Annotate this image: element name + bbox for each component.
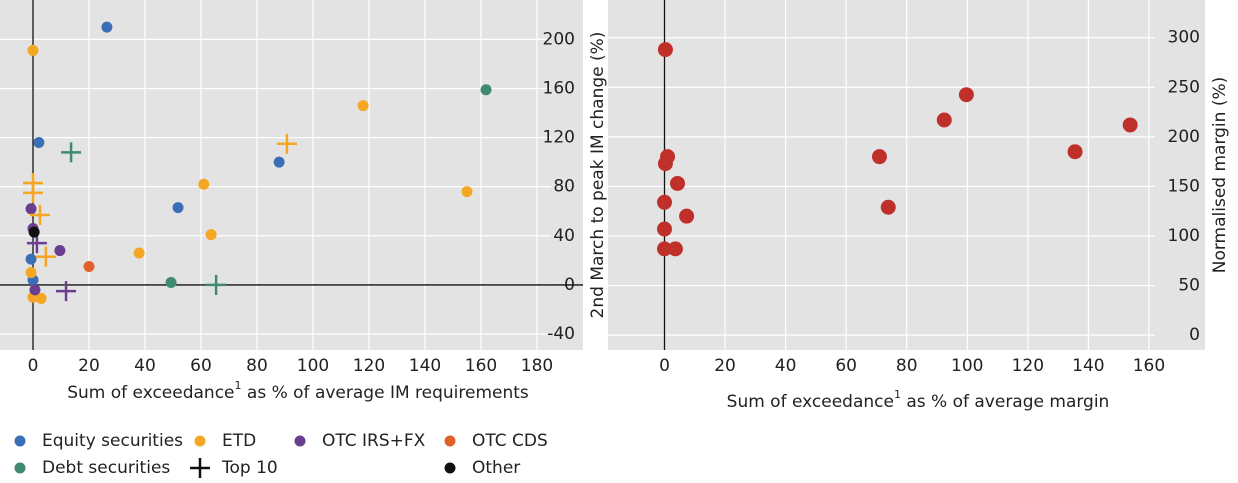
dot-marker xyxy=(28,226,40,238)
dot-marker xyxy=(165,276,177,288)
legend-marker xyxy=(190,458,210,478)
x-axis-title-part: 1 xyxy=(235,379,242,392)
y-tick-label: -40 xyxy=(547,324,575,344)
x-axis-title: Sum of exceedance1 as % of average margi… xyxy=(727,388,1110,412)
dot-marker xyxy=(25,267,37,279)
x-tick-label: 120 xyxy=(353,356,385,376)
y-tick-label: 150 xyxy=(1168,176,1200,196)
dot-marker xyxy=(83,261,95,273)
legend-marker xyxy=(194,435,206,447)
x-tick-label: 160 xyxy=(1133,356,1165,376)
x-tick-label: 0 xyxy=(28,356,39,376)
dot-marker xyxy=(27,44,39,56)
x-tick-label: 40 xyxy=(775,356,797,376)
legend-label: OTC IRS+FX xyxy=(322,431,426,451)
x-axis-title: Sum of exceedance1 as % of average IM re… xyxy=(67,379,529,403)
legend-marker xyxy=(444,435,456,447)
x-tick-label: 60 xyxy=(835,356,857,376)
y-axis-title: 2nd March to peak IM change (%) xyxy=(588,32,608,319)
dot-marker xyxy=(25,203,37,215)
dot-marker xyxy=(198,178,210,190)
y-tick-label: 200 xyxy=(543,29,575,49)
dot-marker xyxy=(461,186,473,198)
y-tick-label: 200 xyxy=(1168,127,1200,147)
x-tick-label: 140 xyxy=(1072,356,1104,376)
x-axis-title-part: as % of average margin xyxy=(901,392,1109,412)
x-tick-label: 100 xyxy=(297,356,329,376)
legend-label: Debt securities xyxy=(42,458,170,478)
x-axis-title-part: Sum of exceedance xyxy=(727,392,894,412)
dot-marker xyxy=(880,199,896,215)
plus-marker xyxy=(56,281,77,302)
dot-marker xyxy=(273,156,285,168)
dot-marker xyxy=(657,241,672,257)
legend-marker xyxy=(294,435,306,447)
legend-label: Other xyxy=(472,458,520,478)
y-tick-label: 100 xyxy=(1168,226,1200,246)
dot-marker xyxy=(25,253,37,265)
dot-marker xyxy=(679,208,695,224)
legend-label: Top 10 xyxy=(221,458,278,478)
x-tick-label: 60 xyxy=(190,356,212,376)
x-tick-label: 100 xyxy=(951,356,983,376)
dot-marker xyxy=(480,84,492,96)
x-tick-label: 180 xyxy=(521,356,553,376)
y-tick-label: 250 xyxy=(1168,77,1200,97)
dot-marker xyxy=(172,202,184,214)
dot-marker xyxy=(667,241,683,257)
legend-label: Equity securities xyxy=(42,431,183,451)
legend-marker xyxy=(444,462,456,474)
y-tick-label: 300 xyxy=(1168,28,1200,48)
dot-marker xyxy=(958,87,974,103)
dot-marker xyxy=(54,245,66,257)
legend-label: ETD xyxy=(222,431,256,451)
y-tick-label: 40 xyxy=(553,226,575,246)
plus-marker xyxy=(206,274,227,295)
dot-marker xyxy=(1122,117,1138,133)
x-axis-title-part: Sum of exceedance xyxy=(67,383,234,403)
x-tick-label: 20 xyxy=(714,356,736,376)
dot-marker xyxy=(657,221,672,237)
y-tick-label: 0 xyxy=(1189,325,1200,345)
x-axis-title-part: 1 xyxy=(894,388,901,401)
dot-marker xyxy=(657,42,673,58)
x-axis-title-part: as % of average IM requirements xyxy=(242,383,529,403)
dot-marker xyxy=(33,137,45,149)
y-tick-label: 50 xyxy=(1178,276,1200,296)
y-tick-label: 80 xyxy=(553,177,575,197)
dot-marker xyxy=(871,149,887,165)
dot-marker xyxy=(133,247,145,259)
x-tick-label: 40 xyxy=(134,356,156,376)
dot-marker xyxy=(29,284,41,296)
dot-marker xyxy=(101,21,113,33)
dot-marker xyxy=(657,194,672,210)
plus-marker xyxy=(23,182,43,203)
plus-marker xyxy=(276,133,297,154)
y-tick-label: 160 xyxy=(543,78,575,98)
x-tick-label: 140 xyxy=(409,356,441,376)
dot-marker xyxy=(936,112,952,128)
plus-marker xyxy=(61,142,82,163)
x-tick-label: 20 xyxy=(78,356,100,376)
x-tick-label: 120 xyxy=(1012,356,1044,376)
dot-marker xyxy=(1067,144,1083,160)
legend-marker xyxy=(14,435,26,447)
dot-marker xyxy=(205,229,217,241)
x-tick-label: 160 xyxy=(465,356,497,376)
x-tick-label: 80 xyxy=(896,356,918,376)
x-tick-label: 0 xyxy=(659,356,670,376)
plus-marker xyxy=(35,246,56,267)
plot-background xyxy=(0,0,583,350)
y-axis-title: Normalised margin (%) xyxy=(1210,77,1230,274)
dot-marker xyxy=(35,292,47,304)
y-tick-label: 120 xyxy=(543,128,575,148)
plus-marker xyxy=(30,204,50,225)
legend-label: OTC CDS xyxy=(472,431,548,451)
dot-marker xyxy=(670,175,686,191)
dot-marker xyxy=(657,156,673,172)
x-tick-label: 80 xyxy=(246,356,268,376)
legend-marker xyxy=(14,462,26,474)
dot-marker xyxy=(357,100,369,112)
